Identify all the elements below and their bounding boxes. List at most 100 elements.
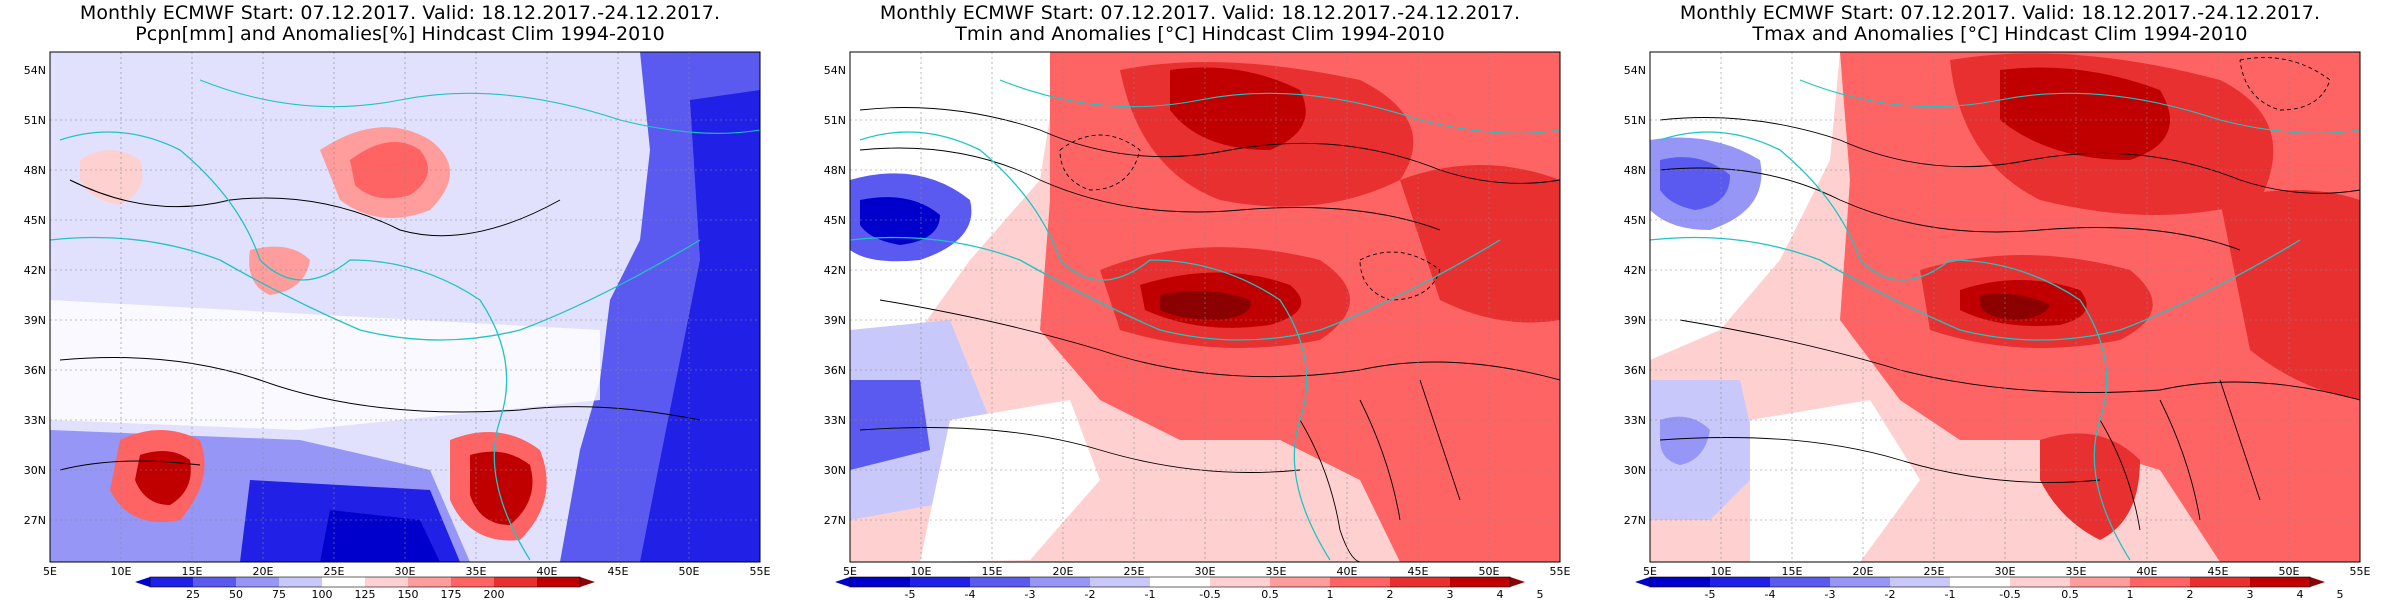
colorbar-labels: -5 -4 -3 -2 -1 -0.5 0.5 1 2 3 4 5 (905, 588, 1544, 600)
lon-label: 35E (466, 565, 487, 578)
precip-colorbar (135, 576, 595, 588)
lon-label: 25E (1924, 565, 1945, 578)
lat-label: 39N (24, 314, 46, 327)
lon-label: 5E (43, 565, 57, 578)
lat-label: 27N (24, 514, 46, 527)
lon-label: 45E (2208, 565, 2229, 578)
colorbar-label: -4 (965, 588, 976, 600)
lat-label: 33N (24, 414, 46, 427)
colorbar-label: -3 (1025, 588, 1036, 600)
lon-label: 40E (537, 565, 558, 578)
lat-label: 30N (1624, 464, 1646, 477)
colorbar-label: 25 (186, 588, 200, 600)
lat-label: 27N (824, 514, 846, 527)
colorbar-label: -0.5 (1199, 588, 1220, 600)
lat-label: 42N (1624, 264, 1646, 277)
lon-label: 50E (2279, 565, 2300, 578)
colorbar-label: 3 (1447, 588, 1454, 600)
lat-label: 42N (824, 264, 846, 277)
lon-labels: 5E 10E 15E 20E 25E 30E 35E 40E 45E 50E 5… (1643, 565, 2370, 578)
lon-label: 40E (1337, 565, 1358, 578)
lon-labels: 5E 10E 15E 20E 25E 30E 35E 40E 45E 50E 5… (43, 565, 770, 578)
colorbar-label: 2 (1387, 588, 1394, 600)
lat-label: 45N (1624, 214, 1646, 227)
lon-label: 30E (1195, 565, 1216, 578)
panel-title-line1: Monthly ECMWF Start: 07.12.2017. Valid: … (79, 2, 721, 24)
lat-label: 27N (1624, 514, 1646, 527)
lat-label: 33N (824, 414, 846, 427)
colorbar-label: 50 (229, 588, 243, 600)
colorbar-label: 5 (1537, 588, 1544, 600)
lon-label: 55E (750, 565, 771, 578)
panel-title-line1: Monthly ECMWF Start: 07.12.2017. Valid: … (1679, 2, 2321, 24)
colorbar-label: -0.5 (1999, 588, 2020, 600)
lon-label: 15E (982, 565, 1003, 578)
lon-label: 10E (111, 565, 132, 578)
panel-title-line2: Tmax and Anomalies [°C] Hindcast Clim 19… (1752, 23, 2248, 45)
lat-label: 54N (1624, 64, 1646, 77)
colorbar-label: 4 (2297, 588, 2304, 600)
tmin-map: 54N 51N 48N 45N 42N 39N 36N 33N 30N 27N … (824, 51, 1571, 600)
lat-labels: 54N 51N 48N 45N 42N 39N 36N 33N 30N 27N (1624, 64, 1646, 527)
lon-label: 55E (1550, 565, 1571, 578)
lon-label: 50E (1479, 565, 1500, 578)
colorbar-label: 1 (2127, 588, 2134, 600)
colorbar-labels: 25 50 75 100 125 150 175 200 (186, 588, 505, 600)
colorbar-label: -1 (1945, 588, 1956, 600)
colorbar-label: -5 (905, 588, 916, 600)
lat-label: 54N (824, 64, 846, 77)
lat-label: 42N (24, 264, 46, 277)
colorbar-label: 100 (312, 588, 333, 600)
lon-labels: 5E 10E 15E 20E 25E 30E 35E 40E 45E 50E 5… (843, 565, 1570, 578)
lon-label: 50E (679, 565, 700, 578)
lon-label: 20E (253, 565, 274, 578)
lat-label: 33N (1624, 414, 1646, 427)
tmax-map: 54N 51N 48N 45N 42N 39N 36N 33N 30N 27N … (1624, 51, 2371, 600)
colorbar-label: 150 (398, 588, 419, 600)
colorbar-label: 4 (1497, 588, 1504, 600)
tmin-panel: Monthly ECMWF Start: 07.12.2017. Valid: … (800, 0, 1600, 600)
colorbar-label: 175 (441, 588, 462, 600)
lon-label: 45E (608, 565, 629, 578)
lat-label: 39N (1624, 314, 1646, 327)
tmax-panel: Monthly ECMWF Start: 07.12.2017. Valid: … (1600, 0, 2400, 600)
lat-label: 36N (824, 364, 846, 377)
lat-label: 30N (824, 464, 846, 477)
lat-label: 36N (24, 364, 46, 377)
tmin-colorbar (835, 576, 1525, 588)
colorbar-label: -1 (1145, 588, 1156, 600)
colorbar-labels: -5 -4 -3 -2 -1 -0.5 0.5 1 2 3 4 5 (1705, 588, 2344, 600)
lon-label: 45E (1408, 565, 1429, 578)
lon-label: 30E (1995, 565, 2016, 578)
lat-label: 48N (24, 164, 46, 177)
lat-label: 51N (824, 114, 846, 127)
lat-label: 39N (824, 314, 846, 327)
lon-label: 35E (2066, 565, 2087, 578)
colorbar-label: -4 (1765, 588, 1776, 600)
lat-labels: 54N 51N 48N 45N 42N 39N 36N 33N 30N 27N (24, 64, 46, 527)
lat-label: 51N (24, 114, 46, 127)
lon-label: 55E (2350, 565, 2371, 578)
colorbar-label: -2 (1885, 588, 1896, 600)
lon-label: 10E (911, 565, 932, 578)
lon-label: 35E (1266, 565, 1287, 578)
lon-label: 25E (324, 565, 345, 578)
lon-label: 5E (843, 565, 857, 578)
colorbar-label: 125 (355, 588, 376, 600)
lat-label: 48N (1624, 164, 1646, 177)
panel-title-line1: Monthly ECMWF Start: 07.12.2017. Valid: … (879, 2, 1521, 24)
lon-label: 30E (395, 565, 416, 578)
lat-label: 48N (824, 164, 846, 177)
lon-label: 15E (1782, 565, 1803, 578)
colorbar-label: 2 (2187, 588, 2194, 600)
lat-label: 51N (1624, 114, 1646, 127)
lat-labels: 54N 51N 48N 45N 42N 39N 36N 33N 30N 27N (824, 64, 846, 527)
colorbar-label: -3 (1825, 588, 1836, 600)
colorbar-label: 5 (2337, 588, 2344, 600)
colorbar-label: 200 (484, 588, 505, 600)
colorbar-label: 3 (2247, 588, 2254, 600)
lat-label: 45N (24, 214, 46, 227)
colorbar-label: -2 (1085, 588, 1096, 600)
colorbar-label: 0.5 (1261, 588, 1279, 600)
panel-title-line2: Tmin and Anomalies [°C] Hindcast Clim 19… (955, 23, 1445, 45)
